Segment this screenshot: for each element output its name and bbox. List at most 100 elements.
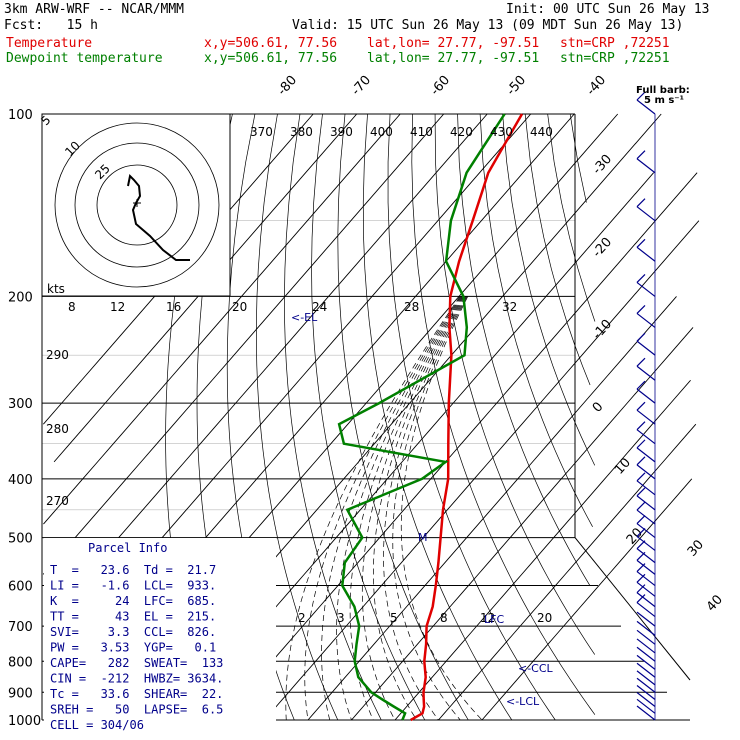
hodo-kts-label: kts <box>47 282 65 296</box>
dry-adiabat <box>284 113 382 721</box>
wind-barb-flag <box>636 594 646 603</box>
dry-adiabat <box>457 113 591 586</box>
dry-adiabat <box>311 113 426 721</box>
theta-label: 420 <box>450 125 473 139</box>
wind-barb-flag <box>636 472 646 482</box>
isotherm-label: 10 <box>612 455 634 477</box>
mixing-ratio-label: 12 <box>480 611 495 625</box>
wind-barb-flag <box>636 91 646 101</box>
moist-adiabat <box>321 296 462 721</box>
wind-barb <box>636 611 656 627</box>
wind-barb-flag <box>636 273 646 283</box>
wind-barb-flag <box>636 401 646 411</box>
model-title: 3km ARW-WRF -- NCAR/MMM <box>4 2 185 17</box>
wind-barb <box>636 388 656 404</box>
pressure-label: 500 <box>8 532 33 547</box>
wind-barb <box>636 535 656 551</box>
wind-barb-flag <box>636 515 646 525</box>
wind-barb-flag <box>636 380 646 390</box>
left-axis-label: 270 <box>46 494 69 508</box>
wind-barb <box>636 312 656 328</box>
sounding-annotation: <-LCL <box>506 695 540 708</box>
mixing-ratio-label: 2 <box>298 611 306 625</box>
frame-right-slant <box>574 537 691 681</box>
mixing-ratio-label: 20 <box>232 300 247 314</box>
wind-barb <box>636 670 656 686</box>
hodograph: 25 10 5 kts <box>38 113 231 297</box>
isotherm-label: -40 <box>584 73 609 99</box>
isotherm-label: -60 <box>428 73 453 99</box>
wind-barb <box>636 559 656 575</box>
isotherm-line <box>43 113 314 425</box>
dry-adiabat <box>337 113 469 721</box>
mixing-ratio-label: 24 <box>312 300 327 314</box>
wind-barb-flag <box>636 487 646 497</box>
wind-barb <box>636 523 656 539</box>
forecast-hour: Fcst: 15 h <box>4 18 98 33</box>
wind-barb <box>636 646 656 662</box>
hodograph-trace <box>127 173 190 261</box>
pressure-label: 400 <box>8 473 33 488</box>
wind-barbs <box>636 91 656 721</box>
dry-adiabat <box>362 113 513 721</box>
wind-barb <box>636 548 656 564</box>
isotherm-label: -30 <box>590 152 615 178</box>
wind-barb-flag <box>636 563 646 572</box>
isotherm-line <box>351 327 694 721</box>
moist-adiabat <box>349 296 464 721</box>
wind-barb <box>636 99 656 115</box>
dry-adiabat <box>547 113 596 322</box>
wind-barb <box>636 480 656 496</box>
wind-barb-flag <box>636 304 646 314</box>
wind-barb-flag <box>636 357 646 367</box>
wind-barb <box>636 692 656 707</box>
isotherm-line <box>53 113 358 463</box>
dry-adiabat <box>479 113 593 527</box>
isotherm-line <box>264 220 700 721</box>
dry-adiabat <box>256 113 339 721</box>
init-time: Init: 00 UTC Sun 26 May 13 <box>506 2 710 17</box>
wind-barb <box>636 629 656 645</box>
dry-adiabat <box>226 113 295 721</box>
wind-barb-flag <box>636 551 646 561</box>
mixing-ratio-label: 3 <box>337 611 345 625</box>
dewpoint-trace <box>337 113 506 721</box>
valid-time: Valid: 15 UTC Sun 26 May 13 (09 MDT Sun … <box>292 18 684 33</box>
isotherm-label: -20 <box>590 235 615 261</box>
wind-barb <box>636 281 656 297</box>
legend-temperature-latlon: lat,lon= 27.77, -97.51 <box>367 36 540 51</box>
dry-adiabat <box>524 113 591 386</box>
sounding-annotation: LFC <box>484 613 504 626</box>
mixing-ratio-label: 8 <box>68 300 76 314</box>
pressure-label: 600 <box>8 580 33 595</box>
theta-label: 380 <box>290 125 313 139</box>
pressure-label: 900 <box>8 686 33 701</box>
pressure-label: 800 <box>8 655 33 670</box>
wind-barb <box>636 429 656 445</box>
mixing-ratio-label: 16 <box>166 300 181 314</box>
isotherm-line <box>43 113 401 525</box>
wind-barb <box>636 447 656 463</box>
pressure-label: 200 <box>8 290 33 305</box>
moist-adiabat <box>400 296 483 721</box>
wind-barb <box>636 340 656 356</box>
dry-adiabat <box>387 113 556 721</box>
wind-barb-flag <box>636 198 646 208</box>
mixing-ratio-label: 5 <box>390 611 398 625</box>
wind-barb <box>636 705 656 721</box>
wind-barb <box>636 464 656 480</box>
wind-barb-flag <box>636 540 646 550</box>
mixing-ratio-label: 12 <box>110 300 125 314</box>
legend-temperature-name: Temperature <box>6 36 93 51</box>
pressure-label: 100 <box>8 108 33 123</box>
legend-dewpoint-name: Dewpoint temperature <box>6 51 163 66</box>
dry-adiabat <box>434 113 596 655</box>
isotherm-label: -80 <box>275 73 300 99</box>
wind-barb <box>636 654 656 670</box>
mixing-ratio-label: 20 <box>537 611 552 625</box>
isotherm-label: -70 <box>349 73 374 99</box>
wind-barb <box>636 509 656 525</box>
legend-temperature-xy: x,y=506.61, 77.56 <box>204 36 338 51</box>
dry-adiabat <box>502 113 596 466</box>
